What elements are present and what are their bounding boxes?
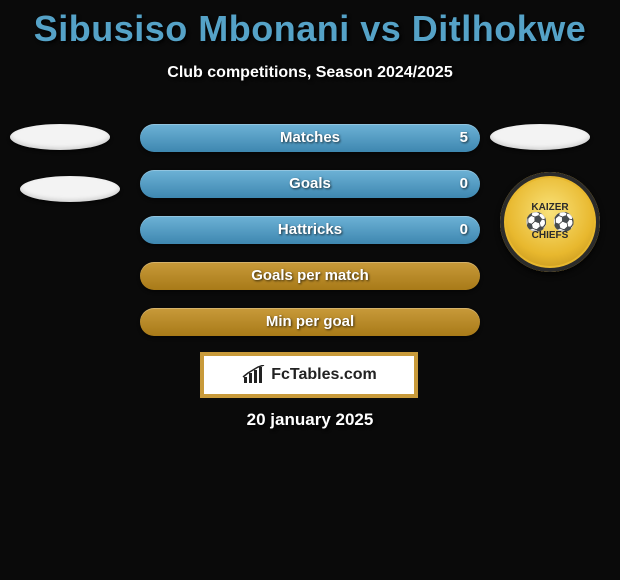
stat-row: Goals0 bbox=[140, 170, 480, 198]
stat-label: Matches bbox=[140, 124, 480, 152]
stat-label: Hattricks bbox=[140, 216, 480, 244]
stat-label: Min per goal bbox=[140, 308, 480, 336]
stat-rows: Matches5Goals0Hattricks0Goals per matchM… bbox=[140, 124, 480, 354]
stat-label: Goals per match bbox=[140, 262, 480, 290]
brand-text: FcTables.com bbox=[271, 366, 377, 384]
subtitle: Club competitions, Season 2024/2025 bbox=[0, 64, 620, 82]
placeholder-sticker bbox=[490, 124, 590, 150]
chart-icon bbox=[241, 365, 267, 385]
stat-row: Min per goal bbox=[140, 308, 480, 336]
stat-row: Matches5 bbox=[140, 124, 480, 152]
club-badge-text: KAIZER⚽ ⚽CHIEFS bbox=[515, 203, 585, 242]
stat-value-right: 0 bbox=[460, 170, 468, 198]
stat-row: Goals per match bbox=[140, 262, 480, 290]
date-label: 20 january 2025 bbox=[0, 410, 620, 430]
badge-text-bottom: CHIEFS bbox=[515, 231, 585, 242]
stat-label: Goals bbox=[140, 170, 480, 198]
stat-value-right: 5 bbox=[460, 124, 468, 152]
placeholder-sticker bbox=[10, 124, 110, 150]
placeholder-sticker bbox=[20, 176, 120, 202]
brand-box[interactable]: FcTables.com bbox=[200, 352, 418, 398]
stat-row: Hattricks0 bbox=[140, 216, 480, 244]
stat-value-right: 0 bbox=[460, 216, 468, 244]
club-badge: KAIZER⚽ ⚽CHIEFS bbox=[500, 172, 600, 272]
page-title: Sibusiso Mbonani vs Ditlhokwe bbox=[0, 0, 620, 50]
